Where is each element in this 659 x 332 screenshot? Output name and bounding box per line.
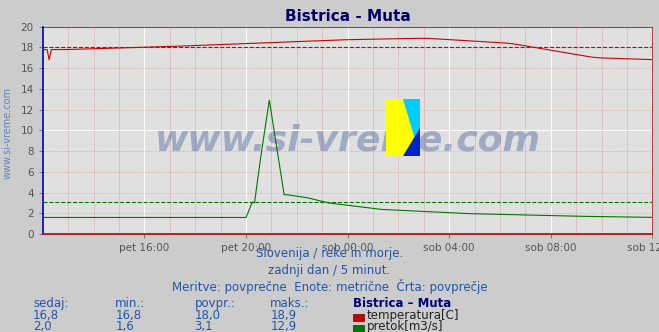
Text: zadnji dan / 5 minut.: zadnji dan / 5 minut. [268, 264, 391, 277]
Title: Bistrica - Muta: Bistrica - Muta [285, 9, 411, 24]
Text: temperatura[C]: temperatura[C] [367, 309, 459, 322]
Text: Meritve: povprečne  Enote: metrične  Črta: povprečje: Meritve: povprečne Enote: metrične Črta:… [172, 279, 487, 293]
Text: Bistrica – Muta: Bistrica – Muta [353, 297, 451, 310]
Text: pretok[m3/s]: pretok[m3/s] [367, 320, 444, 332]
Text: maks.:: maks.: [270, 297, 310, 310]
Text: 18,0: 18,0 [194, 309, 220, 322]
Text: 1,6: 1,6 [115, 320, 134, 332]
Text: 16,8: 16,8 [115, 309, 142, 322]
Text: 16,8: 16,8 [33, 309, 59, 322]
Bar [386, 99, 420, 156]
Text: 2,0: 2,0 [33, 320, 51, 332]
Text: www.si-vreme.com: www.si-vreme.com [3, 87, 13, 179]
Text: sedaj:: sedaj: [33, 297, 69, 310]
Text: min.:: min.: [115, 297, 146, 310]
Text: www.si-vreme.com: www.si-vreme.com [155, 124, 540, 158]
Polygon shape [403, 99, 420, 156]
Text: povpr.:: povpr.: [194, 297, 235, 310]
Text: 18,9: 18,9 [270, 309, 297, 322]
Polygon shape [403, 128, 420, 156]
Text: 3,1: 3,1 [194, 320, 213, 332]
Text: Slovenija / reke in morje.: Slovenija / reke in morje. [256, 247, 403, 260]
Text: 12,9: 12,9 [270, 320, 297, 332]
